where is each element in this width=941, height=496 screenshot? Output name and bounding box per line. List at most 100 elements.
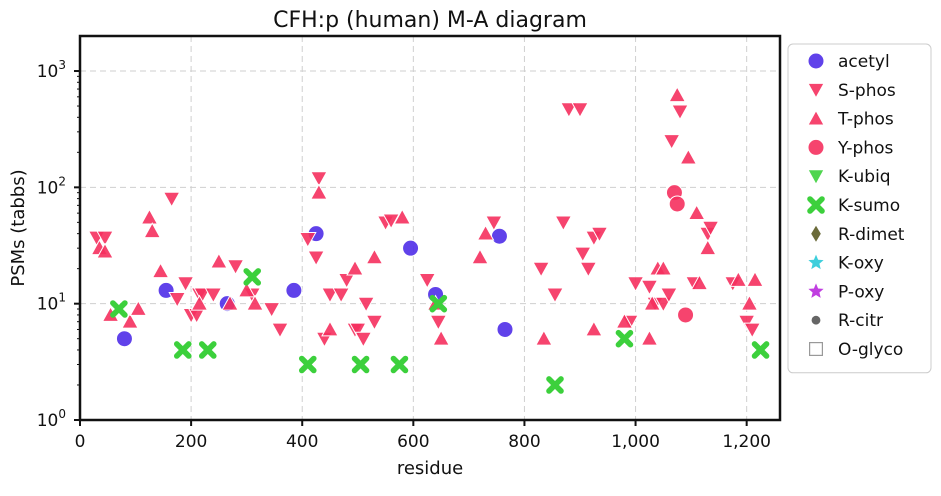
y-tick-label: 102 — [37, 174, 66, 198]
point-t-phos — [140, 208, 159, 225]
y-tick-label: 101 — [37, 291, 66, 315]
x-tick-label: 800 — [508, 432, 540, 452]
y-tick-exponent: 3 — [58, 58, 66, 72]
point-acetyl — [402, 239, 420, 257]
point-t-phos — [143, 222, 162, 239]
point-t-phos — [190, 294, 209, 311]
point-s-phos — [226, 259, 245, 276]
legend-box — [787, 43, 932, 374]
point-t-phos — [432, 329, 450, 346]
point-t-phos — [585, 320, 603, 337]
legend-label: Y-phos — [837, 138, 893, 158]
point-k-sumo — [173, 341, 192, 359]
point-s-phos — [429, 314, 448, 331]
point-k-sumo — [198, 341, 217, 359]
point-s-phos — [307, 250, 325, 267]
point-s-phos — [590, 226, 609, 243]
point-k-sumo — [351, 355, 370, 374]
legend-marker — [807, 109, 825, 126]
point-s-phos — [271, 322, 289, 339]
legend-label: K-sumo — [838, 196, 900, 216]
legend-marker — [808, 283, 824, 298]
point-s-phos — [560, 102, 578, 119]
point-t-phos — [654, 259, 673, 276]
y-tick-exponent: 0 — [58, 407, 66, 421]
legend-label: O-glyco — [838, 340, 903, 360]
point-y-phos — [668, 195, 686, 213]
point-t-phos — [321, 320, 339, 337]
point-s-phos — [660, 287, 678, 304]
y-axis-label: PSMs (tabbs) — [8, 169, 29, 286]
point-s-phos — [579, 261, 598, 278]
point-k-sumo — [243, 268, 262, 286]
legend-label: R-citr — [838, 311, 883, 331]
point-t-phos — [96, 242, 114, 259]
point-s-phos — [671, 104, 689, 121]
point-s-phos — [262, 302, 281, 319]
point-t-phos — [346, 259, 364, 276]
point-t-phos — [365, 248, 384, 265]
legend-marker — [807, 82, 825, 99]
legend-label: P-oxy — [838, 282, 884, 302]
point-t-phos — [668, 86, 687, 103]
legend-label: acetyl — [838, 52, 890, 72]
point-k-sumo — [298, 355, 317, 374]
plot-frame — [78, 34, 782, 422]
legend-label: S-phos — [838, 81, 896, 101]
point-t-phos — [476, 224, 495, 241]
point-s-phos — [357, 296, 375, 313]
point-t-phos — [698, 239, 717, 256]
point-y-phos — [677, 306, 695, 324]
point-k-sumo — [110, 300, 128, 318]
point-s-phos — [298, 232, 317, 248]
point-s-phos — [654, 296, 673, 313]
point-acetyl — [285, 281, 303, 299]
legend-marker — [808, 254, 824, 270]
legend-marker — [807, 169, 825, 186]
y-tick-exponent: 1 — [58, 291, 66, 305]
point-t-phos — [690, 274, 709, 291]
point-s-phos — [626, 276, 645, 293]
point-s-phos — [321, 287, 339, 304]
point-s-phos — [310, 171, 328, 188]
point-t-phos — [121, 312, 139, 329]
point-k-sumo — [546, 376, 564, 394]
point-s-phos — [737, 314, 756, 331]
legend-label: K-ubiq — [838, 167, 891, 187]
point-s-phos — [418, 273, 437, 289]
point-s-phos — [96, 230, 114, 247]
point-s-phos — [348, 322, 367, 339]
point-t-phos — [471, 248, 489, 265]
point-t-phos — [535, 329, 553, 346]
x-tick-label: 400 — [286, 432, 318, 452]
point-t-phos — [246, 294, 264, 311]
point-s-phos — [571, 102, 589, 119]
point-t-phos — [310, 183, 328, 200]
legend-marker — [811, 225, 821, 242]
legend: acetyl S-phos T-phos Y-phos K-ubiq K-sumo R-di… — [787, 43, 932, 374]
point-s-phos — [168, 291, 187, 308]
x-tick-label: 200 — [175, 432, 207, 452]
point-s-phos — [573, 246, 592, 263]
point-t-phos — [640, 329, 659, 346]
point-t-phos — [129, 299, 148, 316]
point-s-phos — [204, 287, 223, 304]
point-t-phos — [643, 294, 662, 311]
point-t-phos — [746, 270, 764, 287]
point-t-phos — [687, 204, 706, 221]
point-s-phos — [193, 287, 212, 304]
point-t-phos — [615, 312, 634, 329]
point-s-phos — [337, 273, 356, 289]
point-s-phos — [485, 215, 503, 232]
point-s-phos — [640, 279, 659, 296]
x-tick-label: 1,200 — [722, 432, 771, 452]
legend-marker — [807, 196, 825, 214]
legend-marker — [807, 52, 825, 70]
x-axis-label: residue — [397, 458, 463, 479]
point-s-phos — [532, 261, 550, 278]
legend-label: R-dimet — [838, 225, 905, 245]
point-s-phos — [546, 287, 564, 304]
